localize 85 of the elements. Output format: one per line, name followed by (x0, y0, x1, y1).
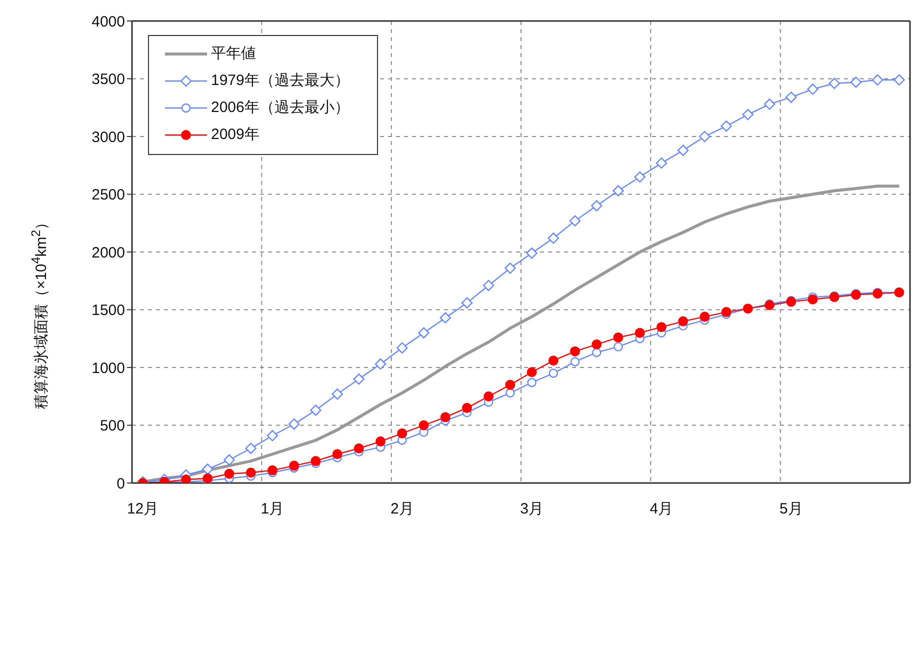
point (288, 418, 300, 430)
point (634, 328, 645, 338)
point (224, 454, 235, 466)
point (310, 404, 322, 416)
x-tick-label: 4月 (650, 500, 674, 518)
y-tick-label: 3000 (92, 128, 125, 146)
point (482, 280, 494, 292)
point (506, 388, 515, 398)
point (591, 200, 602, 212)
point (569, 215, 581, 226)
point (764, 98, 776, 110)
point (656, 157, 668, 169)
point (592, 339, 602, 350)
point (505, 380, 516, 390)
point (504, 262, 516, 274)
point (548, 232, 560, 244)
point (808, 294, 818, 304)
point (592, 348, 602, 358)
point (376, 436, 386, 446)
point (678, 316, 688, 326)
point (246, 468, 256, 478)
point (484, 391, 494, 402)
point (570, 357, 580, 366)
point (266, 430, 278, 442)
legend-label: 1979年（過去最大） (211, 71, 350, 90)
point (894, 74, 905, 86)
point (245, 442, 256, 454)
legend-label: 平年値 (211, 44, 256, 63)
point (418, 327, 430, 338)
point (440, 312, 451, 324)
point (634, 171, 646, 183)
x-tick-label: 5月 (779, 500, 803, 518)
point (807, 84, 818, 95)
y-tick-label: 2500 (92, 186, 125, 204)
legend-label: 2009年 (211, 125, 260, 144)
point (699, 130, 710, 142)
point (850, 76, 862, 88)
point (527, 378, 536, 388)
point (289, 460, 300, 471)
y-tick-label: 1500 (92, 302, 125, 320)
point (374, 358, 386, 370)
point (613, 332, 624, 342)
point (181, 474, 192, 483)
x-tick-label: 3月 (520, 500, 544, 518)
point (548, 368, 558, 378)
point (656, 322, 666, 332)
point (720, 120, 732, 132)
point (267, 465, 278, 476)
x-tick-label: 2月 (390, 500, 414, 518)
point (397, 428, 408, 438)
x-tick-label: 12月 (126, 500, 159, 518)
point (332, 449, 342, 460)
point (461, 297, 473, 308)
point (418, 420, 429, 430)
point (202, 473, 213, 483)
point (742, 108, 754, 120)
y-tick-label: 0 (116, 475, 125, 492)
y-tick-label: 1000 (92, 360, 125, 377)
y-tick-label: 4000 (92, 13, 125, 30)
point (677, 144, 689, 156)
point (872, 74, 884, 86)
point (396, 342, 408, 354)
point (570, 346, 580, 356)
point (353, 373, 365, 385)
point (354, 443, 364, 454)
point (614, 342, 623, 352)
point (828, 78, 840, 89)
point (526, 248, 538, 259)
point (612, 185, 624, 196)
point (548, 356, 558, 366)
point (332, 388, 343, 400)
y-tick-label: 2000 (92, 244, 125, 262)
point (786, 92, 797, 103)
legend-label: 2006年（過去最小） (211, 98, 350, 117)
x-tick-label: 1月 (260, 500, 284, 518)
point (224, 468, 234, 479)
point (721, 307, 732, 318)
point (700, 312, 710, 322)
point (462, 402, 472, 413)
y-tick-label: 500 (100, 418, 125, 435)
point (202, 464, 214, 475)
point (526, 367, 537, 378)
y-tick-label: 3500 (92, 71, 125, 88)
point (310, 456, 321, 466)
point (440, 412, 450, 422)
